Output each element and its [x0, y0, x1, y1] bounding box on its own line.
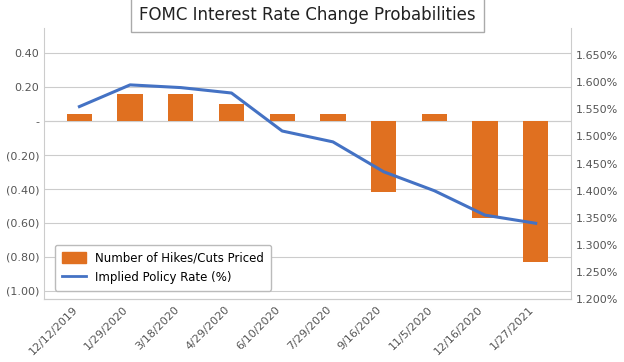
- Bar: [320, 114, 346, 121]
- Bar: [472, 121, 498, 218]
- Bar: [219, 104, 244, 121]
- Bar: [67, 114, 92, 121]
- Bar: [523, 121, 548, 262]
- Bar: [168, 94, 193, 121]
- Bar: [371, 121, 396, 193]
- Bar: [117, 94, 143, 121]
- Legend: Number of Hikes/Cuts Priced, Implied Policy Rate (%): Number of Hikes/Cuts Priced, Implied Pol…: [55, 245, 271, 291]
- Bar: [270, 114, 295, 121]
- Title: FOMC Interest Rate Change Probabilities: FOMC Interest Rate Change Probabilities: [139, 5, 476, 24]
- Bar: [422, 114, 447, 121]
